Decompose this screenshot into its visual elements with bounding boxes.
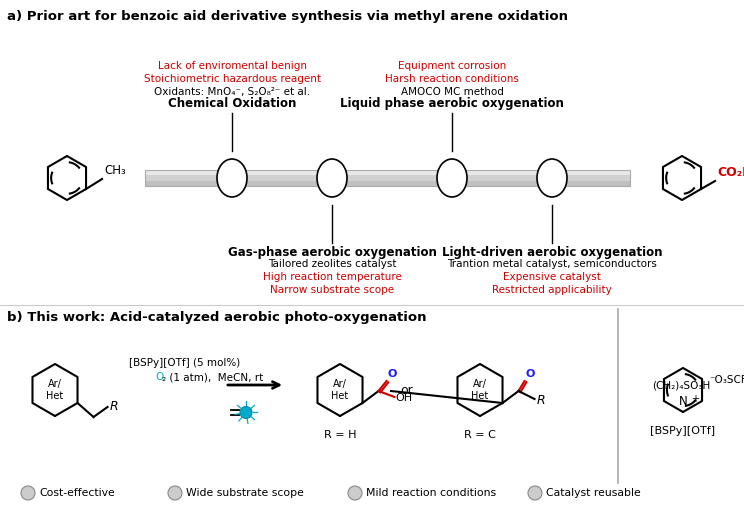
Text: CO₂H: CO₂H [717,166,744,179]
Text: [BSPy][OTf]: [BSPy][OTf] [650,426,716,436]
Text: [BSPy][OTf] (5 mol%): [BSPy][OTf] (5 mol%) [129,358,240,368]
Text: Mild reaction conditions: Mild reaction conditions [366,488,496,498]
Text: Catalyst reusable: Catalyst reusable [546,488,641,498]
Text: Expensive catalyst: Expensive catalyst [503,272,601,282]
Text: b) This work: Acid-catalyzed aerobic photo-oxygenation: b) This work: Acid-catalyzed aerobic pho… [7,311,426,324]
Text: Narrow substrate scope: Narrow substrate scope [270,285,394,295]
Text: Light-driven aerobic oxygenation: Light-driven aerobic oxygenation [442,246,662,259]
Text: or: or [400,383,414,397]
Text: ₂ (1 atm),  MeCN, rt: ₂ (1 atm), MeCN, rt [162,372,263,382]
Text: Cost-effective: Cost-effective [39,488,115,498]
Text: Trantion metal catalyst, semiconductors: Trantion metal catalyst, semiconductors [447,259,657,269]
Text: Wide substrate scope: Wide substrate scope [186,488,304,498]
Text: +: + [691,394,699,404]
Text: Harsh reaction conditions: Harsh reaction conditions [385,74,519,84]
Text: Ar/
Het: Ar/ Het [472,379,489,401]
Circle shape [168,486,182,500]
Text: CH₃: CH₃ [104,164,126,177]
Text: Liquid phase aerobic oxygenation: Liquid phase aerobic oxygenation [340,97,564,110]
Text: R = C: R = C [464,430,496,440]
Ellipse shape [537,159,567,197]
Ellipse shape [217,159,247,197]
Text: R = H: R = H [324,430,356,440]
Text: a) Prior art for benzoic aid derivative synthesis via methyl arene oxidation: a) Prior art for benzoic aid derivative … [7,10,568,23]
Text: R: R [109,401,118,413]
Circle shape [528,486,542,500]
Text: Stoichiometric hazardous reagent: Stoichiometric hazardous reagent [144,74,321,84]
Bar [145,170,630,186]
Text: Oxidants: MnO₄⁻, S₂O₈²⁻ et al.: Oxidants: MnO₄⁻, S₂O₈²⁻ et al. [154,87,310,97]
Text: Equipment corrosion: Equipment corrosion [398,61,506,71]
Text: AMOCO MC method: AMOCO MC method [400,87,504,97]
Text: R: R [536,393,545,406]
Text: Lack of enviromental benign: Lack of enviromental benign [158,61,307,71]
Text: O: O [155,372,163,382]
Circle shape [240,406,252,419]
Text: Gas-phase aerobic oxygenation: Gas-phase aerobic oxygenation [228,246,437,259]
Text: OH: OH [396,393,413,403]
Text: N: N [679,395,687,408]
Text: O: O [388,369,397,379]
Text: (CH₂)₄SO₃H: (CH₂)₄SO₃H [652,380,710,390]
Text: Ar/
Het: Ar/ Het [331,379,349,401]
Circle shape [21,486,35,500]
Text: Ar/
Het: Ar/ Het [46,379,64,401]
Bar [145,181,630,186]
Bar [145,170,630,175]
Text: Chemical Oxidation: Chemical Oxidation [168,97,296,110]
Ellipse shape [317,159,347,197]
Text: O: O [525,369,535,379]
Circle shape [348,486,362,500]
Ellipse shape [437,159,467,197]
Text: Restricted applicability: Restricted applicability [492,285,612,295]
Text: Tailored zeolites catalyst: Tailored zeolites catalyst [268,259,397,269]
Text: ⁻O₃SCF₃: ⁻O₃SCF₃ [709,375,744,385]
Text: High reaction temperature: High reaction temperature [263,272,402,282]
Bar [145,175,630,181]
